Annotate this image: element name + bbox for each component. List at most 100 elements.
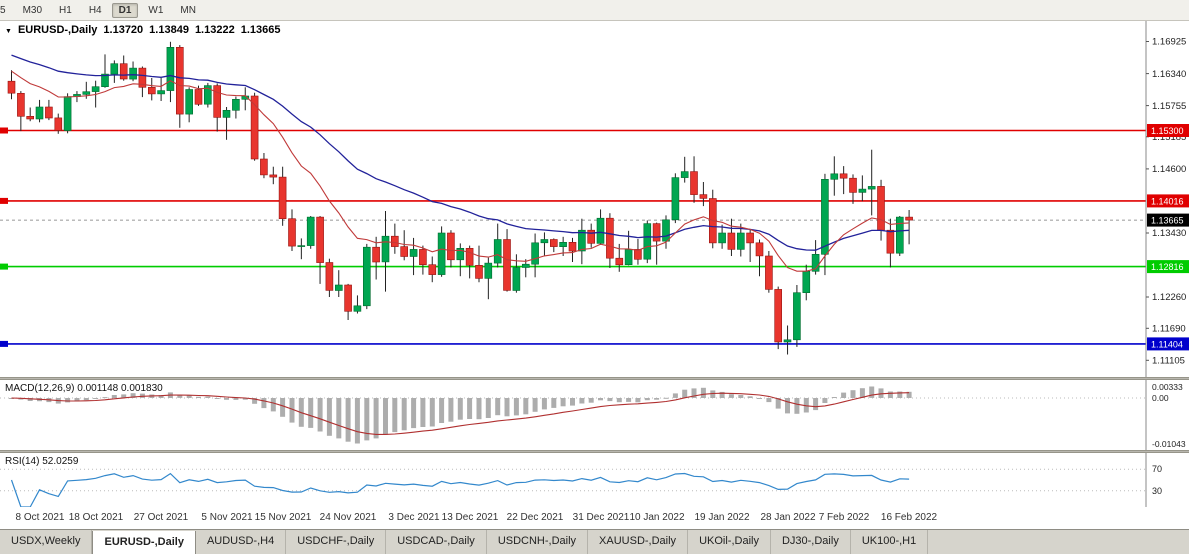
candle-body <box>531 242 539 265</box>
macd-histogram-bar <box>196 396 201 398</box>
tab-usdx-weekly[interactable]: USDX,Weekly <box>0 530 93 554</box>
chart-window: 1.16925 1.16340 1.15755 1.15185 1.14600 1.134… <box>0 21 1189 530</box>
candle-body <box>166 46 175 91</box>
hline-price-badge-label: 1.15300 <box>1151 126 1184 136</box>
macd-histogram-bar <box>513 398 519 416</box>
macd-histogram-bar <box>738 395 744 398</box>
hline-price-badge-label: 1.12816 <box>1151 262 1184 272</box>
hline-price-badge <box>1147 337 1189 351</box>
macd-histogram-bar <box>654 398 660 400</box>
candle-body <box>568 242 577 252</box>
candle-body <box>222 110 231 118</box>
date-label: 18 Oct 2021 <box>68 512 124 523</box>
tab-usdchf-daily[interactable]: USDCHF-,Daily <box>286 530 387 554</box>
tab-uk100-h1[interactable]: UK100-,H1 <box>851 530 929 554</box>
hline-price-badge-label: 1.11404 <box>1151 339 1183 349</box>
macd-histogram-bar <box>111 395 117 398</box>
candle-body <box>250 95 259 160</box>
macd-histogram-bar <box>214 398 220 399</box>
hline-left-marker[interactable] <box>0 263 8 270</box>
candle-body <box>119 63 128 80</box>
macd-histogram-bar <box>794 398 800 414</box>
macd-histogram-bar <box>719 391 725 398</box>
current-price-badge <box>1147 213 1189 227</box>
macd-histogram-bar <box>532 398 538 412</box>
macd-histogram-bar <box>710 390 716 398</box>
candle-body <box>830 173 839 180</box>
candle-body <box>176 46 184 115</box>
candle-body <box>148 87 156 95</box>
candle-body <box>643 223 652 260</box>
rsi-pane-canvas[interactable]: 70 30 <box>0 453 1189 507</box>
candle-body <box>204 85 212 105</box>
candle-body <box>615 257 624 266</box>
timeframe-button-mn[interactable]: MN <box>180 4 196 16</box>
macd-histogram-bar <box>841 392 847 398</box>
tab-ukoil-daily[interactable]: UKOil-,Daily <box>688 530 771 554</box>
candle-body <box>288 218 296 247</box>
hline-price-badge <box>1147 194 1189 208</box>
candle-body <box>306 216 315 246</box>
candle-body <box>895 216 904 254</box>
timeframe-button-5[interactable]: 5 <box>0 4 6 16</box>
hline-left-marker[interactable] <box>0 127 8 134</box>
candle-body <box>475 265 483 279</box>
chart-symbol-label: EURUSD-,Daily <box>17 24 98 36</box>
tab-eurusd-daily[interactable]: EURUSD-,Daily <box>92 531 196 554</box>
date-label: 22 Dec 2021 <box>506 512 564 523</box>
macd-histogram-bar <box>224 398 229 400</box>
macd-histogram-bar <box>205 396 211 398</box>
timeframe-button-w1[interactable]: W1 <box>148 4 164 16</box>
tab-usdcad-daily[interactable]: USDCAD-,Daily <box>386 530 487 554</box>
macd-histogram-bar <box>523 398 529 415</box>
candle-body <box>559 242 567 248</box>
macd-histogram-bar <box>364 398 370 441</box>
timeframe-button-m30[interactable]: M30 <box>22 4 43 16</box>
timeframe-button-d1[interactable]: D1 <box>111 2 139 18</box>
pane-splitter-macd[interactable] <box>0 377 1189 380</box>
chart-menu-icon[interactable]: ▼ <box>5 27 12 35</box>
candle-body <box>634 249 642 260</box>
candle-body <box>587 229 596 244</box>
macd-histogram-bar <box>635 398 641 403</box>
macd-histogram-bar <box>859 388 865 398</box>
macd-histogram-bar <box>457 398 463 420</box>
candle-body <box>578 229 586 252</box>
candle-body <box>465 248 474 266</box>
candle-body <box>905 216 913 221</box>
candle-body <box>91 86 100 92</box>
tab-usdcnh-daily[interactable]: USDCNH-,Daily <box>487 530 589 554</box>
macd-histogram-bar <box>242 398 248 400</box>
candle-body <box>886 229 895 254</box>
candle-body <box>858 188 867 193</box>
macd-histogram-bar <box>672 393 678 398</box>
macd-histogram-bar <box>326 398 332 436</box>
tab-audusd-h4[interactable]: AUDUSD-,H4 <box>196 530 287 554</box>
macd-histogram-bar <box>252 398 258 404</box>
tab-xauusd-daily[interactable]: XAUUSD-,Daily <box>588 530 689 554</box>
moving-average-slow <box>11 54 910 251</box>
macd-histogram-bar <box>429 398 435 427</box>
pane-splitter-rsi[interactable] <box>0 450 1189 453</box>
candle-body <box>811 254 820 272</box>
timeframe-button-h4[interactable]: H4 <box>88 4 102 16</box>
timeframe-button-h1[interactable]: H1 <box>59 4 72 16</box>
candle-body <box>549 239 558 247</box>
main-chart-canvas[interactable]: 1.16925 1.16340 1.15755 1.15185 1.14600 1.134… <box>0 21 1189 377</box>
time-axis[interactable]: 8 Oct 2021 18 Oct 2021 27 Oct 2021 5 Nov 20… <box>0 507 1146 530</box>
tab-dj30-daily[interactable]: DJ30-,Daily <box>771 530 851 554</box>
macd-histogram-bar <box>757 398 762 399</box>
date-label: 10 Jan 2022 <box>629 512 685 523</box>
candle-body <box>17 93 25 117</box>
candle-body <box>437 232 446 275</box>
macd-histogram-bar <box>579 398 585 404</box>
macd-label: MACD(12,26,9) 0.001148 0.001830 <box>5 383 163 394</box>
macd-histogram-bar <box>27 398 33 401</box>
hline-left-marker[interactable] <box>0 197 8 204</box>
candle-body <box>428 264 437 275</box>
candle-body <box>390 235 399 247</box>
hline-left-marker[interactable] <box>0 340 8 347</box>
macd-histogram-bar <box>411 398 417 429</box>
rsi-level-label: 70 <box>1152 464 1162 474</box>
